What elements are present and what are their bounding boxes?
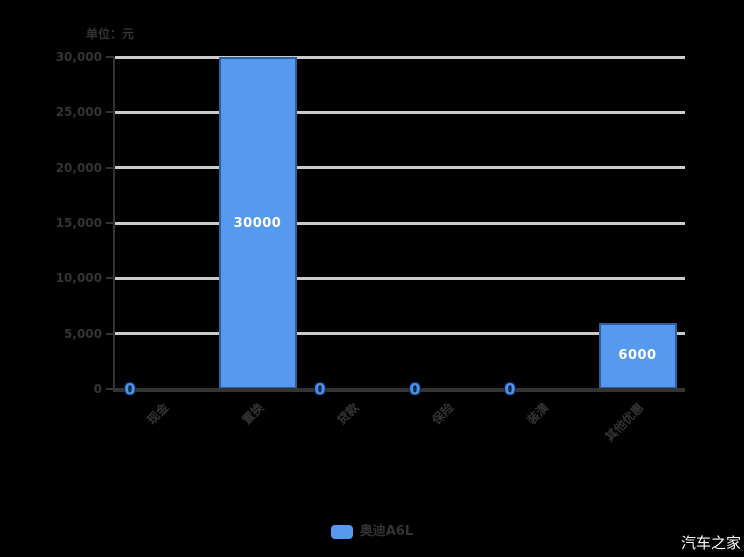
- gridline: [115, 110, 685, 114]
- x-axis-line: [113, 387, 685, 392]
- gridline: [115, 55, 685, 59]
- legend-swatch-icon: [330, 525, 353, 539]
- y-axis-title: 单位：元: [86, 27, 135, 41]
- x-category-label: 现金: [144, 400, 172, 428]
- legend-item[interactable]: 奥迪A6L: [330, 524, 414, 539]
- y-tick-label: 0: [93, 382, 102, 396]
- y-tick-label: 20,000: [55, 160, 102, 175]
- x-category-label: 置换: [239, 400, 267, 428]
- x-category-label: 装潢: [524, 400, 552, 428]
- y-tick-label: 30,000: [55, 50, 102, 64]
- legend-label: 奥迪A6L: [359, 524, 414, 539]
- y-axis-tick: [106, 222, 114, 224]
- zero-value-label: 0: [314, 379, 326, 399]
- y-axis-tick: [106, 332, 114, 335]
- y-tick-label: 10,000: [55, 271, 102, 286]
- x-category-label: 其他优惠: [602, 400, 647, 445]
- bar-value-label: 6000: [618, 348, 657, 364]
- gridline: [115, 166, 685, 170]
- y-tick-label: 25,000: [55, 105, 102, 120]
- bar-置换[interactable]: 30000: [218, 57, 297, 389]
- x-category-label: 保险: [429, 400, 457, 428]
- y-axis-line: [113, 57, 115, 391]
- y-axis-tick: [106, 56, 114, 58]
- zero-value-label: 0: [409, 379, 421, 399]
- y-axis-tick: [106, 388, 114, 390]
- zero-value-label: 0: [124, 379, 136, 399]
- y-tick-label: 5,000: [64, 326, 102, 341]
- y-axis-tick: [106, 111, 114, 114]
- bar-value-label: 30000: [233, 215, 282, 231]
- x-category-label: 贷款: [334, 400, 362, 428]
- y-axis-tick: [106, 277, 114, 280]
- bar-其他优惠[interactable]: 6000: [598, 322, 677, 389]
- gridline: [115, 276, 685, 280]
- gridline: [115, 332, 685, 336]
- y-axis-tick: [106, 166, 114, 169]
- legend: 奥迪A6L: [0, 525, 744, 539]
- watermark-autohome: 汽车之家: [680, 534, 741, 552]
- y-tick-label: 15,000: [55, 216, 102, 230]
- gridline: [115, 221, 685, 225]
- zero-value-label: 0: [504, 379, 516, 399]
